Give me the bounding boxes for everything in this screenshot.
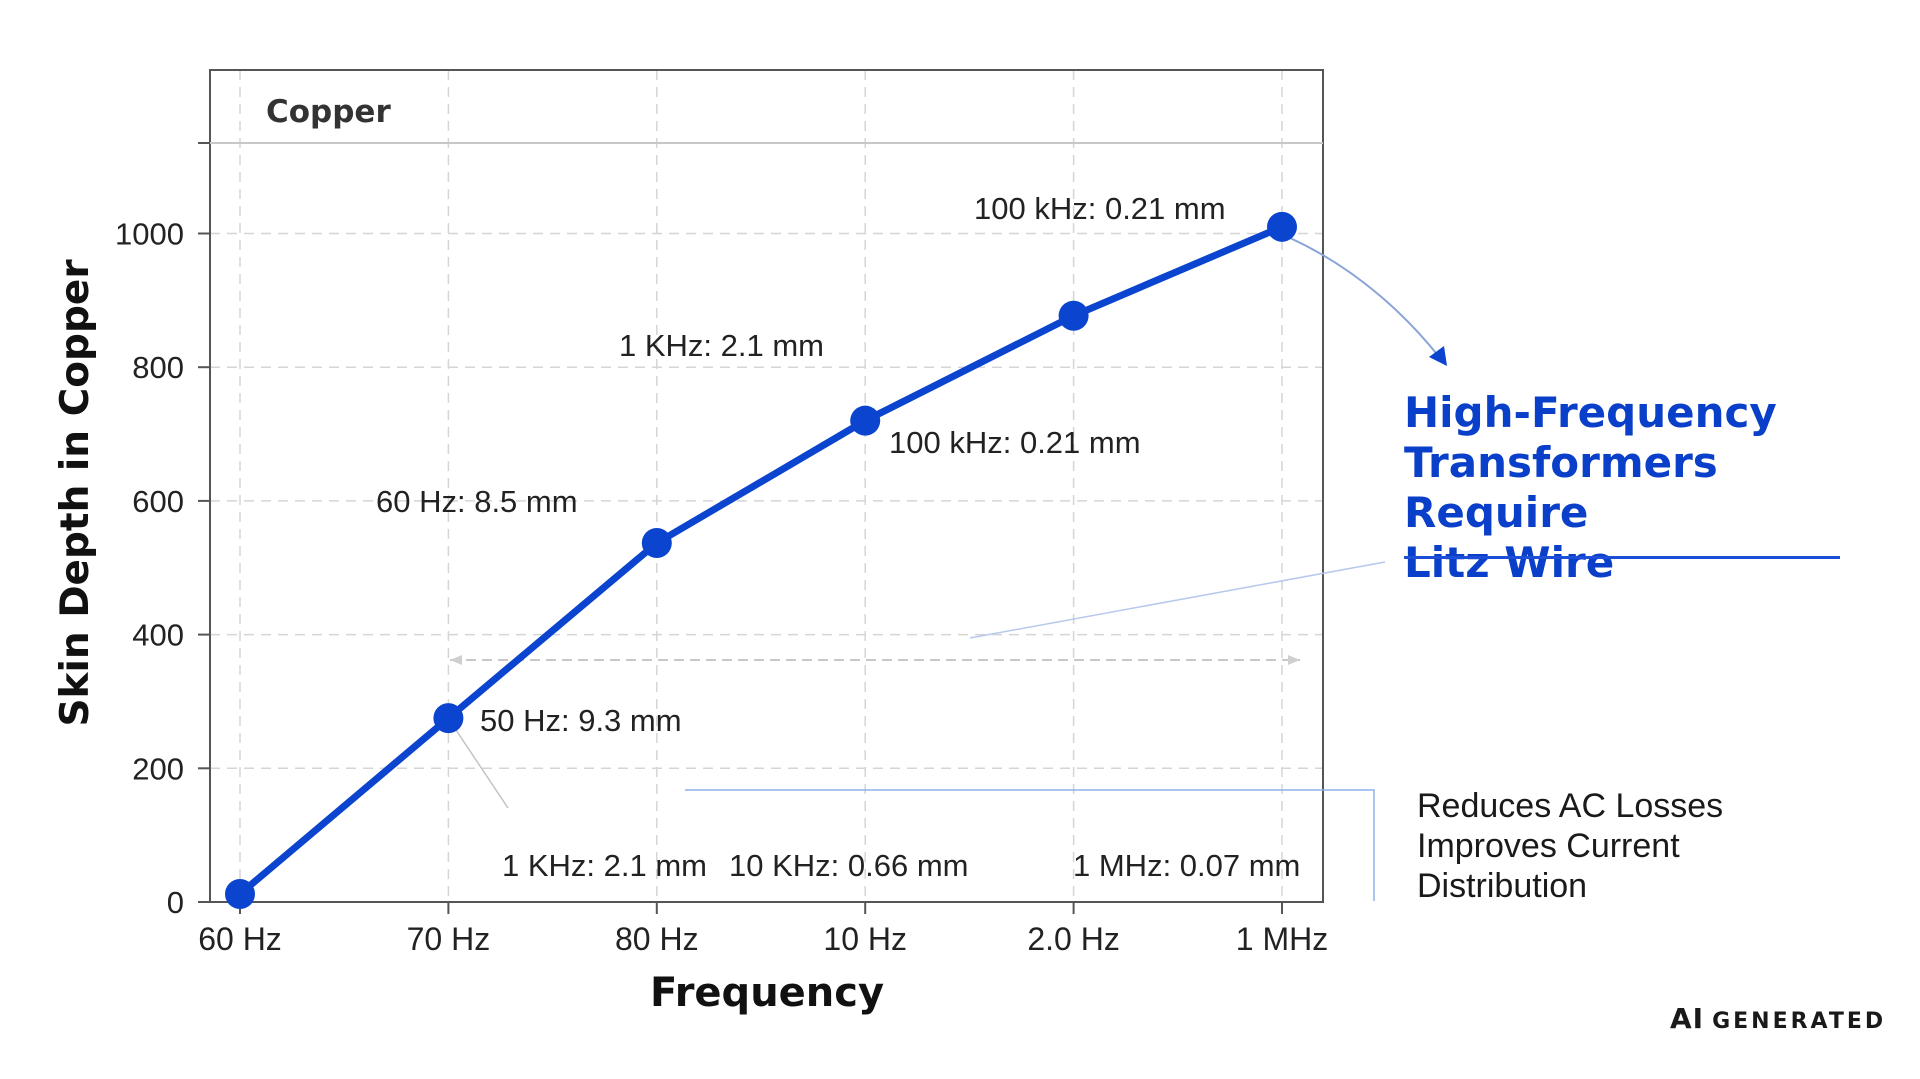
leader-line-callout (969, 561, 1386, 639)
callout-note-line: Distribution (1417, 867, 1588, 905)
y-tick-label: 1000 (115, 217, 184, 252)
x-tick-label: 10 Hz (823, 921, 907, 957)
plot-frame (209, 69, 1324, 903)
series-line (236, 223, 1286, 898)
point-label: 50 Hz: 9.3 mm (480, 703, 682, 738)
point-labels: 100 kHz: 0.21 mm 1 KHz: 2.1 mm 100 kHz: … (376, 191, 1226, 738)
point-label: 100 kHz: 0.21 mm (889, 425, 1141, 460)
data-point (1267, 211, 1297, 242)
x-tick-label: 80 Hz (615, 921, 699, 957)
y-tick-label: 200 (132, 751, 184, 786)
y-tick-label: 800 (132, 350, 184, 385)
point-label: 100 kHz: 0.21 mm (974, 191, 1226, 226)
callout-title: High-Frequency Transformers Require Litz… (1404, 388, 1884, 588)
data-point (1058, 300, 1089, 331)
data-point (850, 405, 881, 436)
y-tick-label: 600 (132, 484, 184, 519)
y-axis-label: Skin Depth in Copper (53, 259, 98, 727)
callout-title-line: High-Frequency (1404, 388, 1777, 437)
point-label: 1 KHz: 2.1 mm (619, 328, 824, 363)
y-tick-label: 400 (132, 618, 184, 653)
bottom-label: 1 KHz: 2.1 mm (502, 848, 707, 883)
leader-line-50hz (447, 717, 509, 809)
callout-note-line: Reduces AC Losses (1417, 787, 1724, 825)
callout-underline (1404, 556, 1840, 559)
callout-arrow (1289, 237, 1441, 359)
callout-arrow-head (1429, 346, 1447, 366)
x-tick-label: 60 Hz (198, 921, 282, 957)
range-arrow-head-right (1288, 655, 1300, 665)
bottom-label: 1 MHz: 0.07 mm (1073, 848, 1300, 883)
callout-note-line: Improves Current (1417, 827, 1680, 865)
callout-title-line: Litz Wire (1404, 538, 1615, 587)
bottom-label: 10 KHz: 0.66 mm (729, 848, 968, 883)
bracket-line (685, 789, 1375, 901)
grid-lines (210, 70, 1323, 902)
range-arrow-head-left (450, 655, 462, 665)
data-points (225, 211, 1297, 909)
ai-generated-badge: AI GENERATED (1670, 1002, 1886, 1035)
callout-title-line: Transformers Require (1404, 438, 1718, 537)
bottom-labels: 1 KHz: 2.1 mm 10 KHz: 0.66 mm 1 MHz: 0.0… (502, 848, 1300, 883)
data-point (225, 878, 255, 909)
x-axis-label: Frequency (650, 970, 884, 1016)
x-tick-label: 1 MHz (1236, 921, 1328, 957)
chart-title: Copper (266, 94, 391, 130)
y-axis-ticks: 0 200 400 600 800 1000 (115, 217, 210, 920)
x-tick-label: 2.0 Hz (1027, 921, 1119, 957)
badge-ai: AI (1670, 1002, 1705, 1035)
point-label: 60 Hz: 8.5 mm (376, 484, 578, 519)
data-point (433, 703, 464, 734)
x-tick-label: 70 Hz (407, 921, 491, 957)
y-tick-label: 0 (167, 885, 184, 920)
badge-text: GENERATED (1712, 1009, 1887, 1034)
callout-notes: Reduces AC Losses Improves Current Distr… (1417, 786, 1837, 906)
x-axis-ticks: 60 Hz 70 Hz 80 Hz 10 Hz 2.0 Hz 1 MHz (198, 902, 1328, 957)
data-point (641, 528, 672, 559)
